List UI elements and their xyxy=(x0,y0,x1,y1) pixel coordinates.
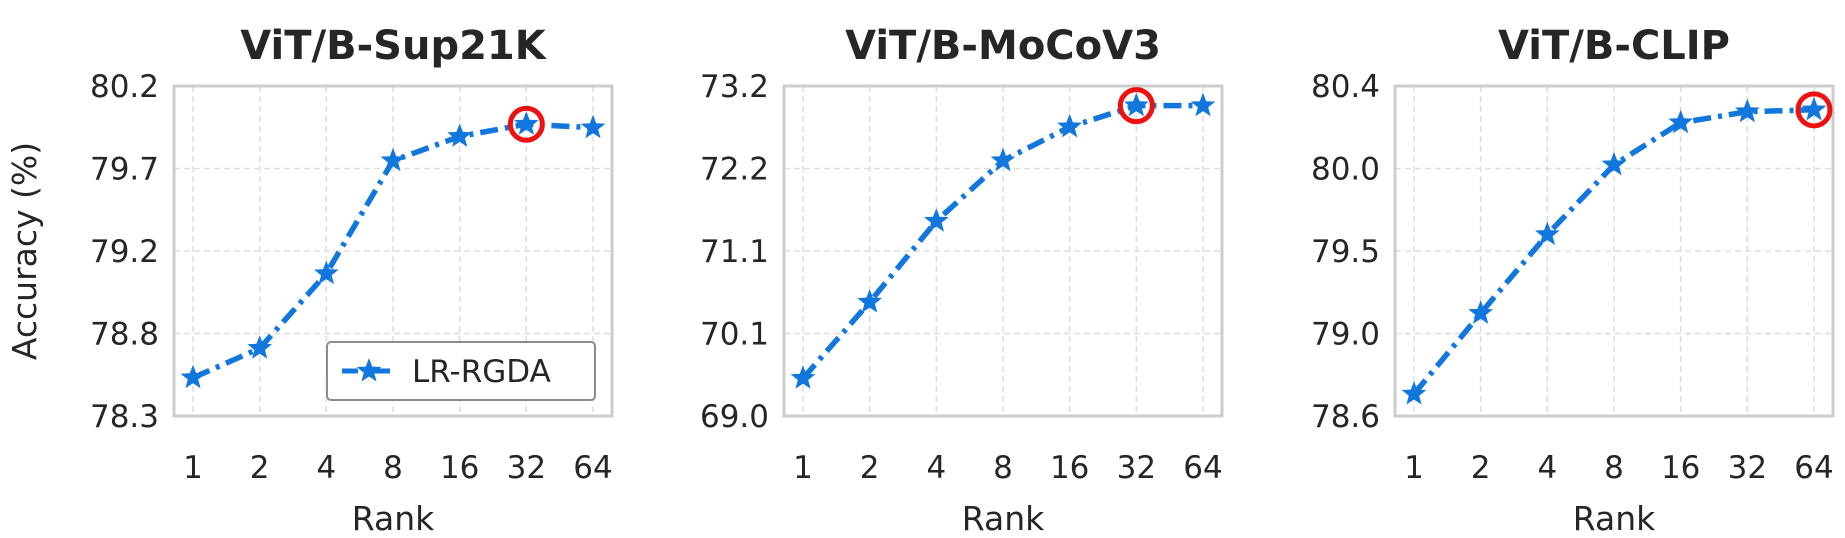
data-point xyxy=(180,364,206,389)
data-point xyxy=(580,114,606,139)
y-tick-label: 79.5 xyxy=(1311,234,1380,270)
data-point xyxy=(857,289,882,313)
gridlines xyxy=(784,86,1222,416)
y-tick-label: 78.6 xyxy=(1311,399,1380,435)
x-tick-label: 4 xyxy=(926,450,946,486)
data-point xyxy=(514,111,539,135)
data-point xyxy=(1468,300,1493,324)
x-tick-label: 16 xyxy=(1050,450,1089,486)
data-point xyxy=(380,147,406,172)
x-tick-label: 8 xyxy=(383,450,403,486)
data-point xyxy=(447,123,472,147)
chart-title: ViT/B-CLIP xyxy=(1498,23,1730,69)
best-point-highlight xyxy=(507,105,545,143)
data-point xyxy=(1668,109,1693,134)
data-point xyxy=(1190,92,1216,117)
panel-vit-b-sup21k: ViT/B-Sup21K Rank 1 2 4 8 16 32 64 78.3 78.8 79.2… xyxy=(90,23,614,538)
data-point xyxy=(990,147,1016,172)
x-tick-label: 16 xyxy=(440,450,479,486)
y-tick-label: 79.7 xyxy=(90,152,159,188)
y-tick-label: 70.1 xyxy=(700,317,769,353)
y-tick-label: 71.1 xyxy=(700,234,769,270)
x-axis-label: Rank xyxy=(962,499,1045,538)
x-tick-label: 1 xyxy=(793,450,813,486)
x-tick-label: 64 xyxy=(1794,450,1833,486)
y-tick-label: 69.0 xyxy=(700,399,769,435)
data-point xyxy=(1735,98,1760,123)
x-tick-label: 2 xyxy=(1471,450,1491,486)
x-tick-label: 8 xyxy=(993,450,1013,486)
x-tick-label: 64 xyxy=(573,450,612,486)
y-tick-label: 79.0 xyxy=(1311,317,1380,353)
panel-vit-b-mocov3: ViT/B-MoCoV3 Rank 1 2 4 8 16 32 64 69.0 70.1 71.1… xyxy=(700,23,1224,538)
x-tick-label: 2 xyxy=(860,450,880,486)
data-point xyxy=(790,365,816,389)
x-tick-label: 32 xyxy=(1117,450,1156,486)
x-tick-label: 32 xyxy=(507,450,546,486)
x-tick-label: 1 xyxy=(183,450,203,486)
data-point xyxy=(924,208,949,232)
best-point-highlight xyxy=(1795,91,1833,129)
plot-frame xyxy=(172,84,614,418)
gridlines xyxy=(1395,86,1833,416)
x-tick-label: 4 xyxy=(1537,450,1557,486)
y-tick-label: 80.2 xyxy=(90,69,159,105)
plot-frame xyxy=(1393,84,1835,418)
legend-box xyxy=(326,341,596,401)
x-tick-label: 16 xyxy=(1661,450,1700,486)
y-tick-label: 79.2 xyxy=(90,234,159,270)
y-tick-label: 80.0 xyxy=(1311,152,1380,188)
legend: LR-RGDA xyxy=(326,341,596,401)
y-tick-label: 78.8 xyxy=(90,317,159,353)
x-tick-label: 32 xyxy=(1728,450,1767,486)
x-tick-label: 64 xyxy=(1183,450,1222,486)
legend-marker xyxy=(356,358,382,382)
data-point xyxy=(1601,151,1627,176)
chart-title: ViT/B-MoCoV3 xyxy=(845,23,1161,69)
panel-vit-b-clip: ViT/B-CLIP Rank 1 2 4 8 16 32 64 78.6 79.0 79.5 80… xyxy=(1311,23,1835,538)
data-point xyxy=(1801,96,1827,121)
y-tick-label: 78.3 xyxy=(90,399,159,435)
plot-frame xyxy=(782,84,1224,418)
chart-title: ViT/B-Sup21K xyxy=(240,23,548,69)
y-tick-label: 72.2 xyxy=(700,152,769,188)
data-point xyxy=(247,335,272,359)
data-point xyxy=(1057,113,1082,138)
data-point xyxy=(1535,221,1560,245)
x-tick-label: 4 xyxy=(316,450,336,486)
x-axis-label: Rank xyxy=(352,499,435,538)
x-axis-label: Rank xyxy=(1573,499,1656,538)
x-tick-label: 2 xyxy=(250,450,270,486)
data-point xyxy=(314,260,339,285)
y-tick-label: 80.4 xyxy=(1311,69,1380,105)
best-point-highlight xyxy=(1117,87,1155,125)
data-point xyxy=(1401,381,1427,405)
legend-label: LR-RGDA xyxy=(412,354,551,390)
x-tick-label: 8 xyxy=(1604,450,1624,486)
y-axis-label: Accuracy (%) xyxy=(5,142,44,360)
y-tick-label: 73.2 xyxy=(700,69,769,105)
x-tick-label: 1 xyxy=(1404,450,1424,486)
data-point xyxy=(1124,92,1149,117)
